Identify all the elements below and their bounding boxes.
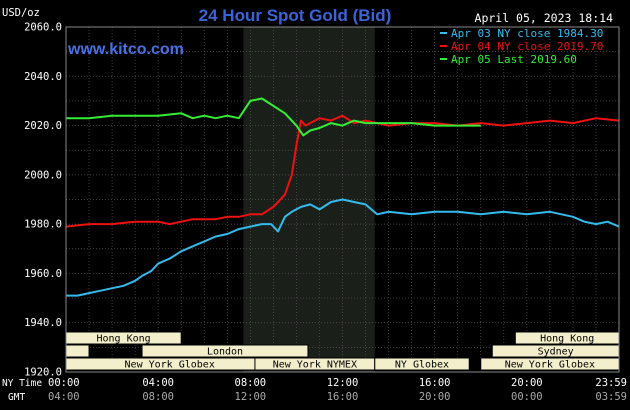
watermark: www.kitco.com (67, 41, 184, 58)
x-tick-label-gmt: 04:00 (48, 391, 80, 403)
session-bar (141, 344, 309, 358)
session-label: Hong Kong (540, 334, 594, 345)
grid-lines (66, 27, 619, 372)
session-label: New York Globex (505, 360, 595, 371)
x-axis-label-ny: NY Time (2, 378, 42, 389)
session-label: Sydney (538, 347, 574, 358)
y-axis-ticks: 1920.0 1940.0 1960.0 1980.0 2000.0 2020.0 2040… (24, 22, 62, 379)
session-bar (374, 357, 470, 371)
legend-entry: Apr 03 NY close 1984.30 (451, 27, 603, 40)
y-tick-label: 1980.0 (24, 219, 62, 231)
trading-sessions: Hong Kong London New York Globex New York N… (65, 331, 620, 371)
session-label: NY Globex (395, 360, 449, 371)
x-tick-label-gmt: 00:00 (511, 391, 543, 403)
x-axis-ticks: 00:00 04:00 04:00 08:00 08:00 12:00 12:00 16:00… (48, 377, 627, 403)
x-tick-label-ny: 00:00 (48, 377, 80, 389)
session-label: London (207, 347, 243, 358)
x-tick-label-gmt: 16:00 (327, 391, 359, 403)
legend-entry: Apr 05 Last 2019.60 (451, 53, 577, 66)
series-line-1 (65, 114, 620, 228)
x-tick-label-gmt: 08:00 (142, 391, 174, 403)
timestamp: April 05, 2023 18:14 (475, 11, 614, 25)
y-tick-label: 2020.0 (24, 120, 62, 132)
x-tick-label-ny: 16:00 (419, 377, 451, 389)
x-tick-label-gmt: 20:00 (419, 391, 451, 403)
x-tick-label-ny: 20:00 (511, 377, 543, 389)
series-line-0 (66, 198, 620, 297)
x-tick-label-ny: 23:59 (595, 377, 627, 389)
x-axis-label-gmt: GMT (8, 392, 25, 403)
x-tick-label-gmt: 03:59 (595, 391, 627, 403)
y-tick-label: 2040.0 (24, 71, 62, 83)
legend-entry: Apr 04 NY close 2019.70 (451, 40, 603, 53)
series-line-2 (66, 97, 481, 137)
session-label: New York Globex (125, 360, 215, 371)
series-lines (65, 97, 620, 297)
x-tick-label-gmt: 12:00 (235, 391, 267, 403)
session-label: Hong Kong (97, 334, 151, 345)
y-tick-label: 2000.0 (24, 169, 62, 181)
session-bar (65, 344, 90, 358)
x-tick-label-ny: 08:00 (235, 377, 267, 389)
chart-title: 24 Hour Spot Gold (Bid) (199, 6, 392, 25)
x-tick-label-ny: 12:00 (327, 377, 359, 389)
plot-frame (65, 26, 620, 373)
y-tick-label: 1960.0 (24, 268, 62, 280)
y-tick-label: 2060.0 (24, 22, 62, 34)
session-label: New York NYMEX (273, 360, 357, 371)
x-tick-label-ny: 04:00 (142, 377, 174, 389)
y-tick-label: 1940.0 (24, 317, 62, 329)
y-axis-label: USD/oz (2, 7, 40, 19)
y-tick-label: 1920.0 (24, 367, 62, 379)
